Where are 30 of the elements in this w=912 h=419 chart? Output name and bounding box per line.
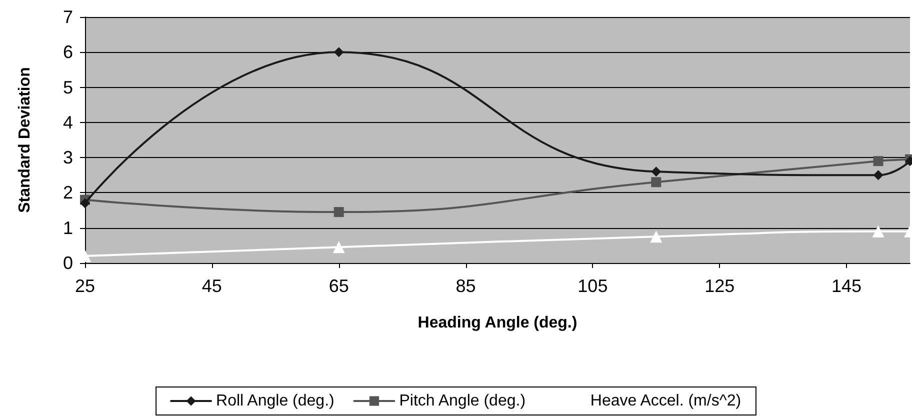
point	[334, 207, 344, 218]
point	[872, 225, 884, 238]
text: Heave Accel. (m/s^2)	[590, 392, 742, 410]
legend-label: Pitch Angle (deg.)	[399, 392, 526, 410]
x-tick-label: 105	[578, 276, 608, 296]
y-axis-title: Standard Deviation	[16, 67, 34, 213]
x-tick-label: 65	[328, 276, 349, 296]
y-tick-label: 1	[62, 218, 73, 238]
x-tick-label: 145	[832, 276, 862, 296]
y-tick-label: 7	[62, 7, 73, 27]
y-tick-label: 3	[62, 148, 73, 168]
point	[873, 156, 884, 166]
point	[873, 170, 884, 180]
legend-label: Roll Angle (deg.)	[216, 392, 334, 410]
x-tick-label: 45	[202, 276, 222, 296]
x-tick-label: 125	[704, 276, 735, 296]
point	[651, 166, 662, 177]
y-tick-label: 4	[62, 112, 73, 132]
point	[334, 47, 344, 58]
x-tick-label: 85	[456, 276, 476, 296]
point	[650, 230, 662, 243]
y-tick-label: 6	[62, 42, 73, 62]
point	[332, 241, 345, 254]
point	[80, 198, 90, 208]
y-tick-label: 5	[62, 77, 73, 98]
y-tick-label: 0	[62, 253, 73, 273]
point	[651, 177, 662, 188]
y-tick-label: 2	[62, 182, 73, 203]
x-axis-title: Heading Angle (deg.)	[418, 314, 578, 332]
x-tick-label: 25	[74, 276, 96, 296]
